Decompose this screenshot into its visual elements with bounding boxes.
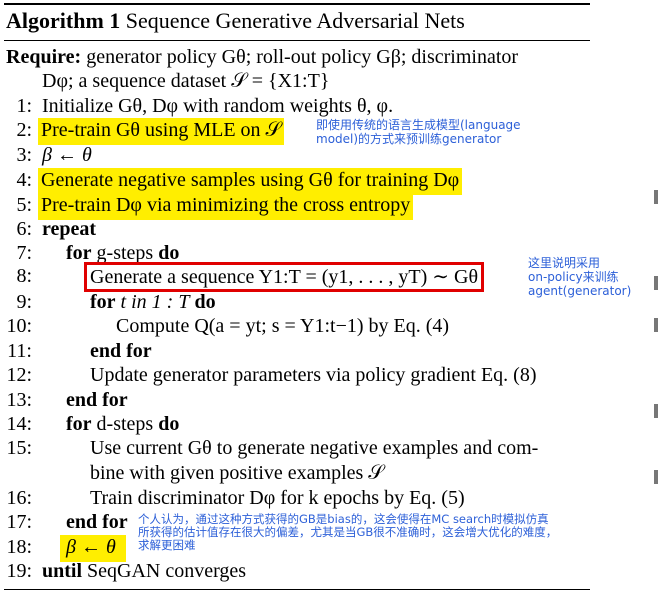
keyword-end-for: end for [66,389,128,411]
bottom-rule [4,589,590,590]
annotation-line8: 这里说明采用 on-policy来训练 agent(generator) [528,256,631,298]
annotation-line2: 即使用传统的语言生成模型(language model)的方式来预训练gener… [316,118,521,146]
line-number: 18: [6,536,32,558]
line-number: 10: [6,315,32,337]
line-number: 6: [16,218,32,240]
annotation-line17: 个人认为，通过这种方式获得的GB是bias的，这会使得在MC search时模拟… [138,513,557,552]
annotation-text: model)的方式来预训练generator [316,132,502,146]
edge-fragment [654,190,658,204]
line-text: g-steps [96,242,154,264]
keyword-repeat: repeat [42,218,97,240]
line-number: 9: [16,291,32,313]
title-rule [4,40,590,41]
keyword-for: for [66,242,92,264]
annotation-text: 这里说明采用 [528,256,601,270]
keyword-do: do [158,413,180,435]
highlighted-line-text: Pre-train Dφ via minimizing the cross en… [38,193,414,220]
line-text: Use current Gθ to generate negative exam… [90,437,539,459]
line-number: 5: [16,194,32,216]
line-text: bine with given positive examples 𝒮 [90,462,384,484]
line-number: 17: [6,511,32,533]
line-number: 4: [16,169,32,191]
keyword-do: do [158,242,180,264]
line-number: 1: [16,95,32,117]
annotation-text: 即使用传统的语言生成模型(language [316,118,521,132]
line-text: Compute Q(a = yt; s = Y1:t−1) by Eq. (4) [116,315,450,337]
annotation-text: 个人认为，通过这种方式获得的GB是bias的，这会使得在MC search时模拟… [138,512,549,526]
highlighted-line-text: β ← θ [60,535,126,562]
boxed-line-text: Generate a sequence Y1:T = (y1, . . . , … [84,262,485,292]
line-text: d-steps [96,413,154,435]
keyword-for: for [66,413,92,435]
line-text: Initialize Gθ, Dφ with random weights θ,… [42,95,394,117]
algorithm-label: Algorithm 1 [6,8,121,33]
highlighted-line-text: Generate negative samples using Gθ for t… [38,168,463,195]
line-text: β ← θ [42,144,92,166]
line-number: 16: [6,487,32,509]
line-text: Train discriminator Dφ for k epochs by E… [90,487,465,509]
keyword-end-for: end for [90,340,152,362]
annotation-text: agent(generator) [528,284,632,298]
line-number: 19: [6,560,32,582]
line-number: 11: [7,340,32,362]
annotation-text: 所获得的估计值存在很大的偏差，尤其是当GB很不准确时，这会增大优化的难度， [138,525,558,539]
algorithm-name: Sequence Generative Adversarial Nets [125,8,465,33]
line-number: 15: [6,437,32,459]
algorithm-title: Algorithm 1 Sequence Generative Adversar… [6,8,465,34]
keyword-until: until [42,560,83,582]
keyword-end-for: end for [66,511,128,533]
line-number: 13: [6,389,32,411]
require-text-2: Dφ; a sequence dataset 𝒮 = {X1:T} [42,70,330,92]
line-number: 3: [16,144,32,166]
edge-fragment [654,318,658,332]
require-label: Require: [6,46,82,68]
line-text: SeqGAN converges [87,560,247,582]
annotation-text: 求解更困难 [138,538,196,552]
line-number: 12: [6,364,32,386]
annotation-text: on-policy来训练 [528,270,619,284]
line-text: t in 1 : T [120,291,190,313]
highlighted-line-text: Pre-train Gθ using MLE on 𝒮 [38,118,285,145]
line-number: 7: [16,242,32,264]
edge-fragment [654,404,658,418]
top-rule [4,3,590,5]
edge-fragment [654,276,658,290]
line-number: 8: [16,265,32,287]
line-number: 2: [16,119,32,141]
line-number: 14: [6,413,32,435]
keyword-do: do [194,291,216,313]
require-text: generator policy Gθ; roll-out policy Gβ;… [86,46,519,68]
keyword-for: for [90,291,116,313]
line-text: Update generator parameters via policy g… [90,364,537,386]
edge-fragment [654,470,658,484]
